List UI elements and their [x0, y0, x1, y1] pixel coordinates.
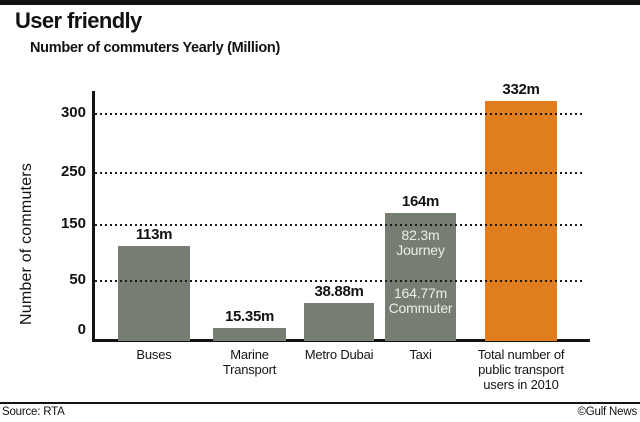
gridline	[95, 224, 583, 226]
gridline	[95, 113, 583, 115]
footer-divider	[0, 402, 640, 404]
category-label: Buses	[136, 347, 172, 362]
bar-total	[485, 101, 557, 341]
top-border	[0, 0, 640, 5]
taxi-inner-annotation: 82.3m Journey	[396, 227, 445, 258]
page-title: User friendly	[15, 8, 142, 33]
y-axis-line	[92, 91, 95, 342]
bar-taxi	[385, 213, 456, 341]
gridline	[95, 172, 583, 174]
chart-subtitle: Number of commuters Yearly (Million)	[30, 40, 280, 56]
category-label: Marine Transport	[222, 347, 277, 377]
y-axis-title: Number of commuters	[18, 162, 35, 326]
category-label: Taxi	[409, 347, 432, 362]
bar-marine	[213, 328, 286, 341]
bar-value-label: 38.88m	[314, 283, 364, 300]
gridline	[95, 280, 583, 282]
bar-value-label: 15.35m	[224, 308, 275, 325]
y-tick-label: 0	[77, 321, 86, 338]
category-label: Metro Dubai	[304, 347, 374, 362]
bar-metro	[304, 303, 374, 341]
bar-value-label: 113m	[135, 226, 173, 243]
bar-buses	[118, 246, 190, 341]
bar-value-label: 164m	[401, 193, 440, 210]
bar-value-label: 332m	[502, 81, 540, 98]
y-tick-label: 150	[60, 215, 86, 232]
taxi-inner-annotation: 164.77m Commuter	[388, 285, 453, 316]
y-tick-label: 300	[60, 104, 86, 121]
y-tick-label: 50	[69, 271, 86, 288]
source-credit: Source: RTA	[2, 406, 65, 418]
y-tick-label: 250	[60, 163, 86, 180]
publisher-credit: ©Gulf News	[577, 406, 637, 418]
category-label: Total number of public transport users in …	[477, 347, 565, 392]
